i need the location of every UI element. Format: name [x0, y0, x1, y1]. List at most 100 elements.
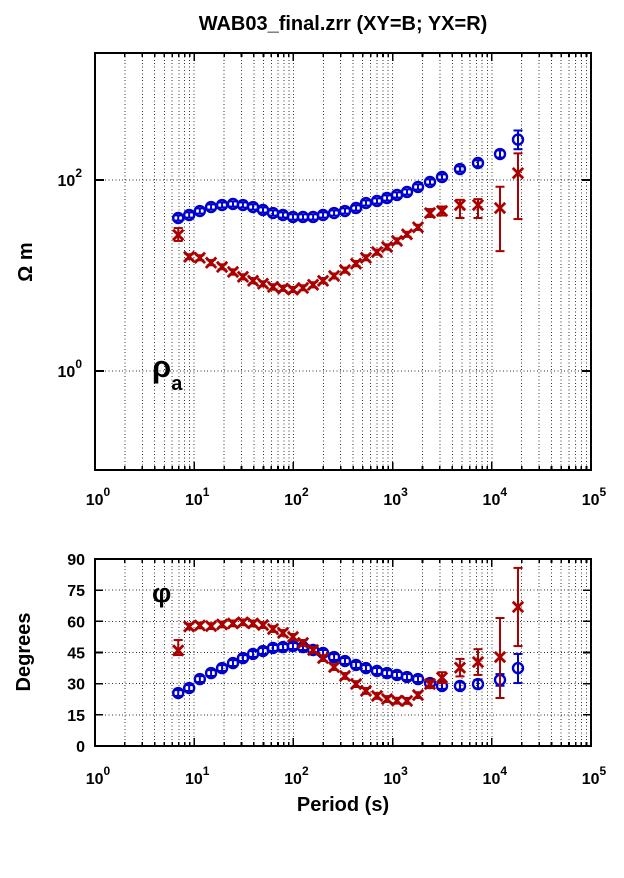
- rho-subscript: a: [171, 373, 183, 395]
- x-marker: [493, 650, 507, 664]
- circle-marker: [182, 208, 196, 222]
- circle-marker: [204, 666, 218, 680]
- tick-exponent: 1: [203, 764, 210, 778]
- x-marker: [172, 644, 185, 657]
- x-marker: [400, 694, 414, 708]
- tick-exponent: 2: [75, 166, 82, 180]
- x-marker: [471, 198, 485, 212]
- series-xy: [172, 639, 525, 700]
- x-marker: [226, 265, 240, 279]
- x-tick-label: 103: [383, 764, 408, 788]
- x-marker: [359, 251, 373, 265]
- tick-base: 10: [86, 492, 104, 509]
- tick-base: 10: [483, 771, 501, 788]
- top-y-axis-label: Ω m: [15, 242, 37, 281]
- tick-base: 10: [185, 492, 203, 509]
- top-plot-grid: [95, 53, 591, 470]
- circle-marker: [359, 196, 373, 210]
- x-marker: [411, 221, 425, 234]
- x-marker: [246, 274, 260, 287]
- x-marker: [316, 274, 330, 287]
- y-tick-label: 0: [76, 739, 85, 756]
- tick-exponent: 5: [600, 764, 607, 778]
- x-marker: [453, 198, 467, 212]
- y-tick-label: 100: [58, 357, 83, 381]
- circle-marker: [236, 651, 250, 665]
- circle-marker: [338, 204, 352, 218]
- x-marker: [411, 688, 425, 702]
- circle-marker: [193, 204, 207, 218]
- circle-marker: [327, 206, 341, 220]
- tick-exponent: 0: [104, 764, 111, 778]
- x-marker: [256, 618, 270, 632]
- x-marker: [306, 643, 320, 657]
- x-marker: [453, 661, 467, 674]
- tick-exponent: 2: [302, 764, 309, 778]
- tick-exponent: 3: [401, 764, 408, 778]
- tick-exponent: 4: [500, 485, 507, 499]
- tick-exponent: 4: [500, 764, 507, 778]
- series-yx: [172, 566, 525, 708]
- circle-marker: [349, 201, 363, 215]
- x-marker: [236, 616, 250, 629]
- figure-title: WAB03_final.zrr (XY=B; YX=R): [199, 13, 488, 35]
- x-tick-label: 104: [483, 485, 508, 509]
- phi-annotation: φ: [152, 578, 171, 608]
- tick-base: 10: [383, 771, 401, 788]
- circle-marker: [411, 180, 425, 194]
- circle-marker: [471, 677, 485, 691]
- x-tick-label: 103: [383, 485, 408, 509]
- x-marker: [435, 204, 449, 218]
- circle-marker: [493, 147, 507, 161]
- x-marker: [266, 280, 280, 294]
- circle-marker: [411, 672, 425, 686]
- x-marker: [204, 619, 218, 633]
- tick-base: 10: [86, 771, 104, 788]
- tick-base: 10: [284, 492, 302, 509]
- x-marker: [400, 228, 414, 241]
- tick-base: 10: [185, 771, 203, 788]
- x-tick-label: 105: [582, 485, 607, 509]
- x-marker: [327, 269, 341, 283]
- bottom-y-axis-label: Degrees: [13, 613, 35, 692]
- x-marker: [276, 626, 290, 640]
- x-marker: [204, 256, 218, 269]
- tick-exponent: 1: [203, 485, 210, 499]
- x-marker: [338, 669, 352, 683]
- x-marker: [306, 278, 320, 291]
- x-marker: [215, 618, 229, 631]
- tick-exponent: 3: [401, 485, 408, 499]
- y-tick-label: 45: [67, 646, 85, 663]
- x-marker: [182, 250, 196, 263]
- x-marker: [423, 206, 437, 220]
- x-marker: [182, 620, 196, 633]
- circle-marker: [453, 162, 467, 176]
- x-marker: [390, 694, 404, 707]
- circle-marker: [338, 654, 352, 668]
- top-plot-frame: [94, 52, 592, 471]
- circle-marker: [193, 672, 207, 686]
- circle-marker: [327, 650, 341, 664]
- x-marker: [511, 166, 525, 180]
- x-marker: [349, 677, 363, 691]
- y-tick-label: 15: [67, 708, 85, 725]
- tick-base: 10: [582, 492, 600, 509]
- bottom-plot-ticks: [94, 558, 592, 747]
- x-marker: [276, 282, 290, 295]
- top-plot-data: [172, 129, 525, 296]
- series-xy: [172, 129, 525, 225]
- circle-marker: [511, 133, 525, 146]
- x-marker: [380, 692, 394, 706]
- x-marker: [471, 655, 485, 669]
- x-marker: [193, 251, 207, 265]
- x-marker: [286, 630, 300, 644]
- x-tick-label: 105: [582, 764, 607, 788]
- x-axis-label: Period (s): [297, 794, 389, 816]
- rho-symbol: ρ: [152, 349, 171, 384]
- series-yx: [172, 152, 525, 296]
- tick-base: 10: [483, 492, 501, 509]
- axes-box: [94, 52, 592, 471]
- tick-exponent: 0: [104, 485, 111, 499]
